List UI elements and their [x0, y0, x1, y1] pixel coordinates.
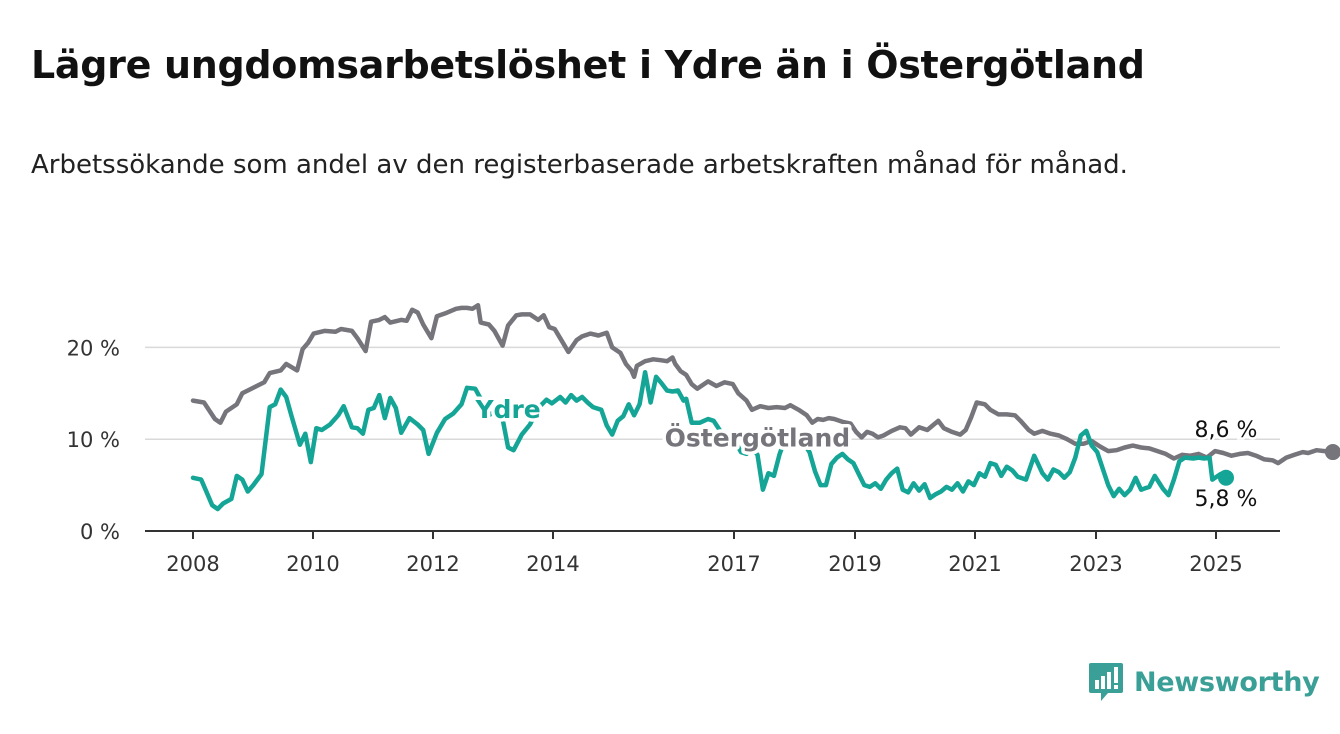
- series-end-dot-ydre: [1218, 469, 1234, 486]
- chart-title: Lägre ungdomsarbetslöshet i Ydre än i Ös…: [31, 43, 1145, 87]
- series-label-ostergotland: Östergötland: [665, 423, 851, 453]
- series-end-dot-ostergotland: [1324, 444, 1340, 461]
- series-line-ydre: [190, 369, 1229, 512]
- x-tick-label: 2012: [406, 552, 459, 576]
- x-tick-label: 2021: [948, 552, 1001, 576]
- brand[interactable]: Newsworthy: [1088, 660, 1320, 704]
- x-tick-label: 2008: [166, 552, 219, 576]
- y-tick-label: 10 %: [67, 428, 120, 452]
- y-tick-label: 0 %: [80, 520, 120, 544]
- y-tick-label: 20 %: [67, 336, 120, 360]
- x-tick-label: 2014: [526, 552, 579, 576]
- newsworthy-logo-icon: [1089, 663, 1123, 701]
- x-tick-label: 2025: [1189, 552, 1242, 576]
- end-value-label-ostergotland: 8,6 %: [1195, 418, 1258, 443]
- chart-subtitle: Arbetssökande som andel av den registerb…: [31, 150, 1128, 180]
- brand-name: Newsworthy: [1134, 666, 1320, 698]
- end-value-label-ydre: 5,8 %: [1195, 487, 1258, 512]
- x-tick-label: 2023: [1069, 552, 1122, 576]
- series-line-ostergotland: [190, 302, 1336, 466]
- x-tick-label: 2010: [286, 552, 339, 576]
- x-tick-label: 2017: [707, 552, 760, 576]
- series-label-ydre: Ydre: [474, 395, 540, 424]
- x-tick-label: 2019: [828, 552, 881, 576]
